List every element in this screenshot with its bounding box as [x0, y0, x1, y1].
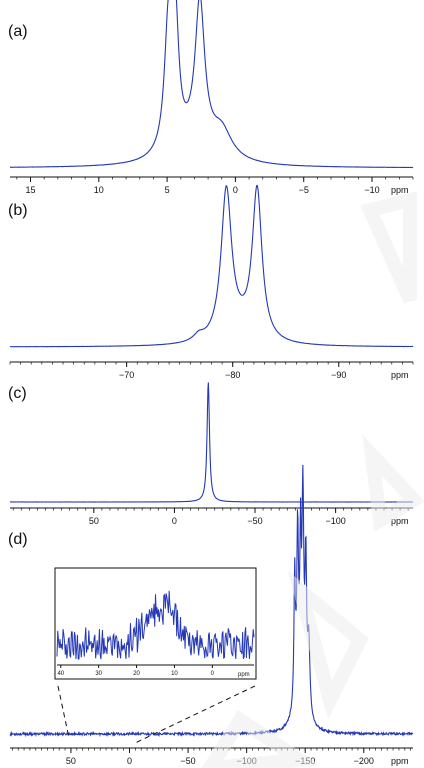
- panel-d-axis-unit: ppm: [391, 756, 409, 766]
- tick-label: 50: [89, 516, 99, 526]
- tick-label: 10: [171, 671, 178, 677]
- tick-label: −70: [119, 370, 134, 380]
- panel-c: (c) 50 0 −50 −100 ppm: [8, 382, 414, 526]
- tick-label: 15: [25, 185, 35, 195]
- tick-label: 50: [66, 756, 76, 766]
- panel-a: (a) 15 10 5 0 −5 −10 ppm: [8, 0, 414, 195]
- tick-label: 20: [133, 671, 140, 677]
- tick-label: 0: [233, 185, 238, 195]
- panel-d: (d) 50 0 −50 −100 −150 −200 ppm 40 30 20 10 0 ppm: [8, 464, 414, 766]
- panel-c-axis-unit: ppm: [391, 516, 409, 526]
- panel-a-x-axis: 15 10 5 0 −5 −10: [10, 176, 414, 195]
- panel-b-spectrum-line: [9, 184, 414, 348]
- tick-label: −10: [364, 185, 379, 195]
- inset-connector-left: [57, 685, 70, 739]
- panel-b: (b) −70 −80 −90 ppm: [8, 184, 414, 380]
- panel-c-x-axis: 50 0 −50 −100: [10, 507, 413, 526]
- tick-label: 0: [127, 756, 132, 766]
- tick-label: −100: [325, 516, 345, 526]
- inset-x-axis: 40 30 20 10 0: [57, 664, 254, 677]
- tick-label: −50: [247, 516, 262, 526]
- panel-d-x-axis: 50 0 −50 −100 −150 −200: [10, 747, 413, 766]
- panel-a-spectrum-line: [9, 0, 414, 169]
- tick-label: −100: [237, 756, 257, 766]
- panel-d-label: (d): [8, 531, 28, 548]
- tick-label: 40: [57, 671, 64, 677]
- tick-label: −80: [225, 370, 240, 380]
- tick-label: −150: [295, 756, 315, 766]
- panel-b-x-axis: −70 −80 −90: [9, 361, 414, 380]
- tick-label: 30: [95, 671, 102, 677]
- tick-label: −90: [331, 370, 346, 380]
- tick-label: 10: [94, 185, 104, 195]
- tick-label: 5: [165, 185, 170, 195]
- panel-a-axis-unit: ppm: [391, 185, 409, 195]
- inset-axis-unit: ppm: [238, 672, 250, 678]
- tick-label: −5: [299, 185, 309, 195]
- inset-connector-right: [132, 685, 256, 745]
- panel-b-label: (b): [8, 202, 28, 219]
- tick-label: 0: [172, 516, 177, 526]
- inset-frame: [54, 567, 257, 680]
- inset-spectrum-line: [56, 590, 255, 660]
- tick-label: −50: [180, 756, 195, 766]
- tick-label: −200: [354, 756, 374, 766]
- inset-plot: 40 30 20 10 0 ppm: [54, 567, 257, 680]
- tick-label: 0: [211, 671, 215, 677]
- panel-c-label: (c): [8, 385, 27, 402]
- panel-b-axis-unit: ppm: [391, 370, 409, 380]
- panel-a-label: (a): [8, 23, 28, 40]
- panel-c-spectrum-line: [9, 382, 414, 503]
